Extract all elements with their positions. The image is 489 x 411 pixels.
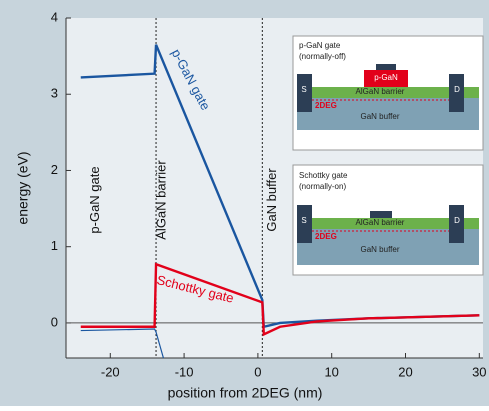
x-tick-label: 10 <box>324 364 338 379</box>
y-tick-label: 3 <box>51 86 58 101</box>
p-gan-layer <box>364 70 408 87</box>
x-tick-label: -10 <box>175 364 194 379</box>
region-label: GaN buffer <box>264 168 279 232</box>
gate-label: p-GaN <box>374 73 398 82</box>
inset-title: p-GaN gate <box>299 41 341 50</box>
channel-label: 2DEG <box>315 232 337 241</box>
drain-contact <box>449 205 464 243</box>
barrier-label: AlGaN barrier <box>356 87 405 96</box>
inset-title: (normally-on) <box>299 182 346 191</box>
drain-contact <box>449 74 464 112</box>
inset-title: Schottky gate <box>299 171 348 180</box>
region-label: p-GaN gate <box>87 166 102 233</box>
y-tick-label: 1 <box>51 238 58 253</box>
source-contact <box>297 74 312 112</box>
x-tick-label: 20 <box>398 364 412 379</box>
inset-p-gan: p-GaN gate (normally-off) p-GaN AlGaN ba… <box>292 35 484 151</box>
buffer-layer <box>297 98 479 130</box>
barrier-label: AlGaN barrier <box>356 218 405 227</box>
source-label: S <box>301 216 306 225</box>
y-axis-label: energy (eV) <box>15 151 31 224</box>
gate-metal <box>376 64 396 70</box>
source-label: S <box>301 85 306 94</box>
x-tick-label: -20 <box>101 364 120 379</box>
series-line <box>80 328 165 359</box>
buffer-label: GaN buffer <box>361 245 400 254</box>
x-axis-label: position from 2DEG (nm) <box>168 385 323 401</box>
series-line <box>80 262 480 337</box>
buffer-layer <box>297 229 479 265</box>
region-label: AlGaN barrier <box>153 160 168 240</box>
drain-label: D <box>454 85 460 94</box>
barrier-layer <box>297 218 479 229</box>
x-tick-label: 30 <box>472 364 486 379</box>
inset-title: (normally-off) <box>299 52 346 61</box>
y-tick-label: 2 <box>51 162 58 177</box>
gate-metal <box>370 211 392 218</box>
buffer-label: GaN buffer <box>361 112 400 121</box>
x-tick-label: 0 <box>254 364 261 379</box>
barrier-layer <box>297 87 479 98</box>
source-contact <box>297 205 312 243</box>
channel-label: 2DEG <box>315 101 337 110</box>
y-tick-label: 0 <box>51 314 58 329</box>
drain-label: D <box>454 216 460 225</box>
inset-schottky: Schottky gate (normally-on) AlGaN barrie… <box>292 164 484 276</box>
y-tick-label: 4 <box>51 9 58 24</box>
